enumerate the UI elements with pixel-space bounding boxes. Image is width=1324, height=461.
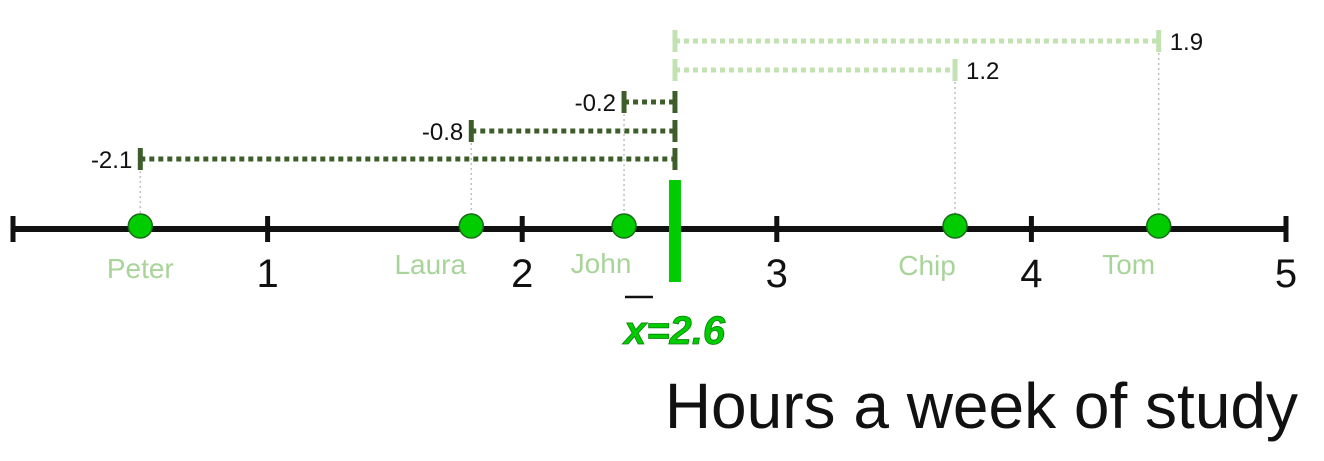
tick-label: 1 <box>256 252 278 296</box>
data-points <box>127 213 1172 239</box>
data-point <box>458 213 485 239</box>
mean-label: x=2.6 <box>622 309 726 353</box>
deviation-label: 1.2 <box>966 58 999 85</box>
deviation-label: 1.9 <box>1170 29 1203 56</box>
axis-title: Hours a week of study <box>665 370 1298 442</box>
deviation-label: -0.2 <box>575 90 616 117</box>
point-name-label: Peter <box>107 253 174 284</box>
data-point <box>1145 213 1172 239</box>
point-name-label: Laura <box>394 249 466 280</box>
deviation-label: -2.1 <box>91 147 132 174</box>
number-line <box>10 216 1289 242</box>
data-point <box>611 213 637 239</box>
tick-label: 4 <box>1020 252 1042 296</box>
deviation-label: -0.8 <box>422 119 463 146</box>
tick-label: 3 <box>766 252 788 296</box>
point-name-label: Tom <box>1102 249 1155 280</box>
point-name-label: John <box>571 248 632 279</box>
mean-marker-group <box>624 180 681 299</box>
tick-label: 5 <box>1275 252 1297 296</box>
data-point <box>942 213 968 239</box>
tick-label: 2 <box>511 252 533 296</box>
point-name-label: Chip <box>898 250 956 281</box>
data-point <box>127 213 154 239</box>
labels: 1 2 3 4 5 x=2.6 -2.1 Peter -0.8 Laura -0.2 John 1.2 C… <box>91 29 1297 353</box>
deviation-guides <box>137 30 1162 217</box>
